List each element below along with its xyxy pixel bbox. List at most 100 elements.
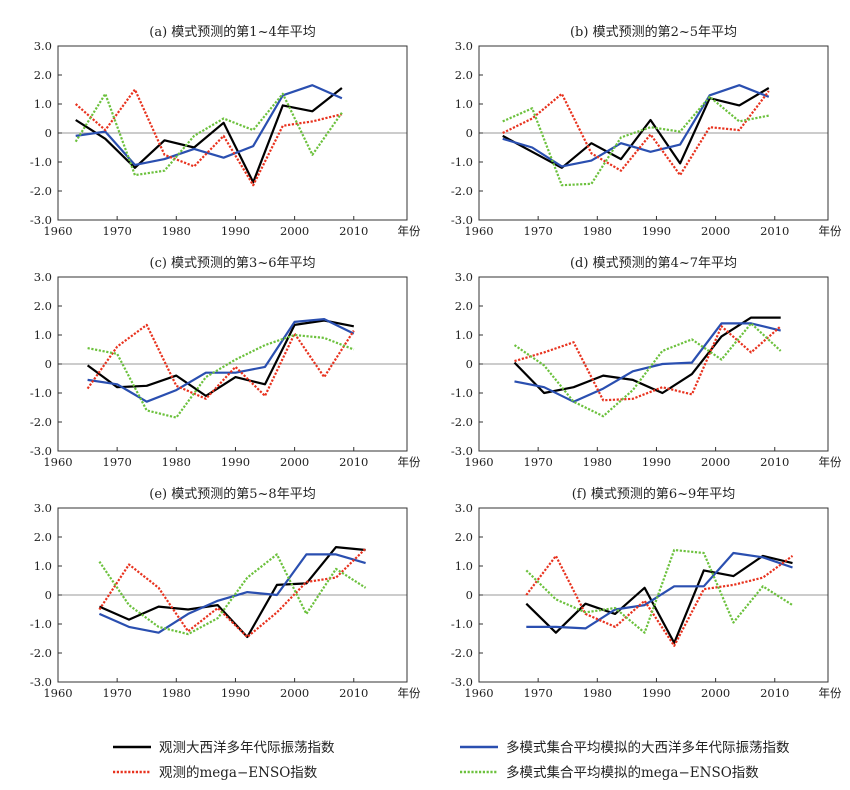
y-tick-label: -1.0 <box>30 617 52 631</box>
x-tick-label: 2010 <box>339 686 368 700</box>
chart-panel-2: -3.0 -2.0 -1.0 0 1.0 2.0 3.0 1960 1970 1980 1990 20… <box>451 24 842 238</box>
series-line-4 <box>513 322 782 418</box>
x-tick-label: 1970 <box>524 455 553 469</box>
y-tick-label: -2.0 <box>30 415 52 429</box>
x-tick-label: 1980 <box>162 455 191 469</box>
y-tick-label: -2.0 <box>30 646 52 660</box>
series-line-2 <box>87 318 355 403</box>
x-tick-label: 1970 <box>103 686 132 700</box>
y-tick-label: -3.0 <box>451 444 473 458</box>
y-tick-label: -2.0 <box>451 646 473 660</box>
panel-title: (e) 模式预测的第5~8年平均 <box>149 486 315 502</box>
series-line-3 <box>502 90 770 177</box>
y-tick-label: -1.0 <box>451 617 473 631</box>
y-tick-label: 0 <box>45 357 52 371</box>
x-tick-label: 2000 <box>701 224 730 238</box>
x-tick-label: 2000 <box>280 224 309 238</box>
series-line-3 <box>525 554 794 647</box>
y-tick-label: -3.0 <box>30 675 52 689</box>
series-line-2 <box>75 84 343 166</box>
y-tick-label: 3.0 <box>455 39 473 53</box>
x-tick-label: 2010 <box>339 224 368 238</box>
x-unit-label: 年份 <box>398 224 421 238</box>
x-tick-label: 2000 <box>280 686 309 700</box>
x-tick-label: 1990 <box>221 455 250 469</box>
y-tick-label: 1.0 <box>34 97 52 111</box>
x-tick-label: 1990 <box>642 455 671 469</box>
y-tick-label: -1.0 <box>30 155 52 169</box>
x-tick-label: 1980 <box>583 224 612 238</box>
y-tick-label: 3.0 <box>455 501 473 515</box>
series-line-3 <box>514 325 782 402</box>
x-tick-label: 1970 <box>524 224 553 238</box>
series-line-4 <box>87 333 355 419</box>
x-unit-label: 年份 <box>398 686 421 700</box>
x-tick-label: 2010 <box>760 224 789 238</box>
x-tick-label: 1960 <box>43 224 72 238</box>
chart-panel-6: -3.0 -2.0 -1.0 0 1.0 2.0 3.0 1960 1970 1980 1990 20… <box>451 486 842 700</box>
legend-label: 观测的mega−ENSO指数 <box>159 765 318 781</box>
y-tick-label: -3.0 <box>451 213 473 227</box>
y-tick-label: -3.0 <box>451 675 473 689</box>
x-tick-label: 1960 <box>464 455 493 469</box>
series-line-2 <box>514 322 781 403</box>
y-tick-label: -2.0 <box>30 184 52 198</box>
series-line-1 <box>86 319 355 397</box>
y-tick-label: 3.0 <box>34 270 52 284</box>
series-line-1 <box>513 316 781 395</box>
chart-panel-3: -3.0 -2.0 -1.0 0 1.0 2.0 3.0 1960 1970 1980 1990 20… <box>30 255 421 469</box>
series-line-3 <box>98 547 367 639</box>
x-tick-label: 1990 <box>642 224 671 238</box>
y-tick-label: 0 <box>466 126 473 140</box>
x-tick-label: 2010 <box>339 455 368 469</box>
series-line-1 <box>525 554 793 645</box>
y-tick-label: -1.0 <box>30 386 52 400</box>
x-tick-label: 1960 <box>464 224 493 238</box>
series-line-2 <box>526 551 793 630</box>
x-tick-label: 1980 <box>583 686 612 700</box>
y-tick-label: -1.0 <box>451 155 473 169</box>
legend: 观测大西洋多年代际振荡指数 多模式集合平均模拟的大西洋多年代际振荡指数观测的meg… <box>113 739 790 781</box>
x-tick-label: 1960 <box>43 455 72 469</box>
series-line-3 <box>74 88 343 187</box>
y-tick-label: -2.0 <box>451 184 473 198</box>
y-tick-label: 2.0 <box>34 299 52 313</box>
panel-title: (d) 模式预测的第4~7年平均 <box>570 255 737 271</box>
legend-item-1: 观测大西洋多年代际振荡指数 <box>113 739 335 756</box>
legend-label: 多模式集合平均模拟的mega−ENSO指数 <box>506 764 759 781</box>
series-line-2 <box>502 84 770 168</box>
y-tick-label: 0 <box>466 588 473 602</box>
x-unit-label: 年份 <box>398 455 421 469</box>
legend-item-4: 多模式集合平均模拟的mega−ENSO指数 <box>460 764 759 781</box>
chart-panel-4: -3.0 -2.0 -1.0 0 1.0 2.0 3.0 1960 1970 1980 1990 20… <box>451 255 842 469</box>
y-tick-label: 3.0 <box>34 39 52 53</box>
x-unit-label: 年份 <box>819 455 842 469</box>
legend-item-2: 多模式集合平均模拟的大西洋多年代际振荡指数 <box>460 739 790 756</box>
legend-label: 观测大西洋多年代际振荡指数 <box>159 739 335 756</box>
x-tick-label: 2000 <box>280 455 309 469</box>
x-tick-label: 2000 <box>701 686 730 700</box>
y-tick-label: -3.0 <box>30 213 52 227</box>
legend-item-3: 观测的mega−ENSO指数 <box>113 765 318 781</box>
y-tick-label: -3.0 <box>30 444 52 458</box>
y-tick-label: 3.0 <box>455 270 473 284</box>
x-unit-label: 年份 <box>819 224 842 238</box>
x-tick-label: 1990 <box>221 686 250 700</box>
x-unit-label: 年份 <box>819 686 842 700</box>
y-tick-label: 2.0 <box>455 530 473 544</box>
y-tick-label: 1.0 <box>455 97 473 111</box>
panel-title: (b) 模式预测的第2~5年平均 <box>570 24 737 40</box>
y-tick-label: -1.0 <box>451 386 473 400</box>
y-tick-label: 0 <box>466 357 473 371</box>
series-line-4 <box>74 92 343 177</box>
y-tick-label: 2.0 <box>34 68 52 82</box>
y-tick-label: 1.0 <box>455 559 473 573</box>
x-tick-label: 2000 <box>701 455 730 469</box>
x-tick-label: 2010 <box>760 686 789 700</box>
legend-label: 多模式集合平均模拟的大西洋多年代际振荡指数 <box>506 739 790 756</box>
chart-panel-5: -3.0 -2.0 -1.0 0 1.0 2.0 3.0 1960 1970 1980 1990 20… <box>30 486 421 700</box>
x-tick-label: 1980 <box>583 455 612 469</box>
x-tick-label: 1970 <box>103 224 132 238</box>
y-tick-label: 2.0 <box>455 299 473 313</box>
